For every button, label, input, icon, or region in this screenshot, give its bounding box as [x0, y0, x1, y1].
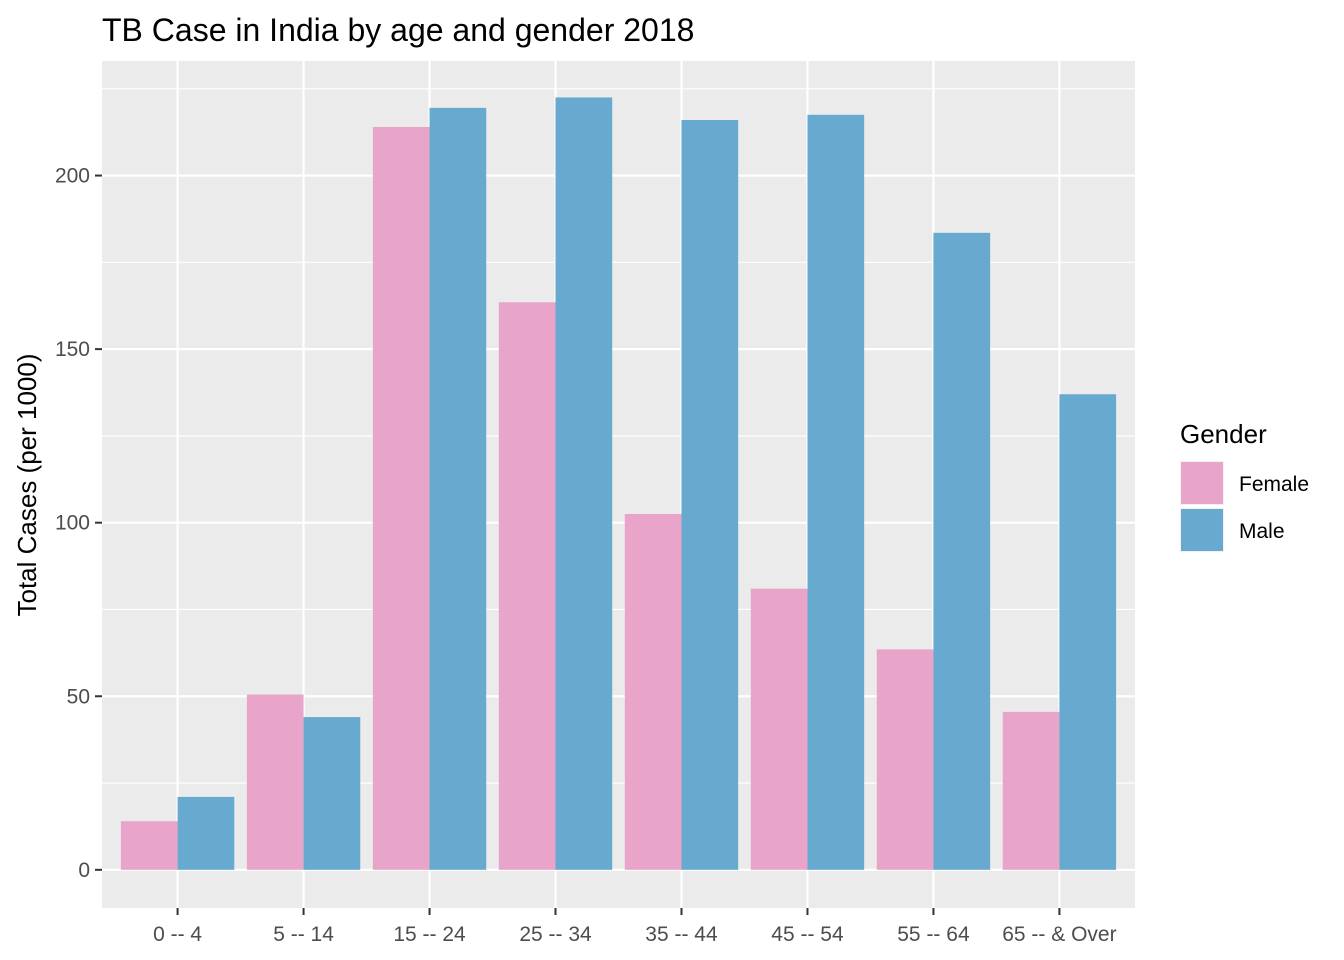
legend-keys: Female Male: [1180, 461, 1309, 552]
bar-female-6: [750, 588, 808, 870]
bar-male-8: [1059, 394, 1117, 870]
bar-female-4: [498, 302, 556, 870]
y-tick-label: 0: [78, 859, 90, 882]
bar-male-1: [177, 796, 235, 870]
y-tick-label: 150: [55, 338, 90, 361]
x-tick-label: 55 -- 64: [897, 923, 970, 946]
legend: Gender Female Male: [1180, 419, 1309, 552]
bar-male-3: [429, 107, 487, 870]
y-axis-title: Total Cases (per 1000): [12, 353, 42, 616]
bar-female-2: [246, 694, 304, 870]
x-tick-label: 65 -- & Over: [1002, 923, 1116, 946]
x-tick-label: 35 -- 44: [645, 923, 718, 946]
y-tick-label: 50: [67, 685, 90, 708]
legend-swatch-male: [1181, 509, 1223, 551]
x-tick-label: 0 -- 4: [153, 923, 202, 946]
bar-female-3: [372, 126, 430, 870]
legend-label-male: Male: [1239, 520, 1285, 543]
bar-male-7: [933, 232, 991, 870]
bars: [120, 97, 1117, 870]
y-tick-label: 200: [55, 165, 90, 188]
bar-male-2: [303, 717, 361, 870]
x-tick-label: 15 -- 24: [393, 923, 466, 946]
x-axis: 0 -- 4 5 -- 14 15 -- 24 25 -- 34 35 -- 44 45 …: [153, 908, 1117, 946]
legend-label-female: Female: [1239, 473, 1309, 496]
y-axis: 0 50 100 150 200: [55, 165, 102, 882]
x-tick-label: 45 -- 54: [771, 923, 844, 946]
legend-title: Gender: [1180, 419, 1267, 449]
x-tick-label: 5 -- 14: [273, 923, 334, 946]
legend-swatch-female: [1181, 462, 1223, 504]
bar-female-5: [624, 514, 682, 870]
bar-female-8: [1002, 711, 1060, 870]
bar-male-4: [555, 97, 613, 870]
y-tick-label: 100: [55, 512, 90, 535]
bar-female-1: [120, 821, 178, 870]
bar-female-7: [876, 649, 934, 870]
bar-male-5: [681, 120, 739, 870]
bar-male-6: [807, 114, 865, 870]
x-tick-label: 25 -- 34: [519, 923, 592, 946]
chart-title: TB Case in India by age and gender 2018: [102, 12, 694, 48]
